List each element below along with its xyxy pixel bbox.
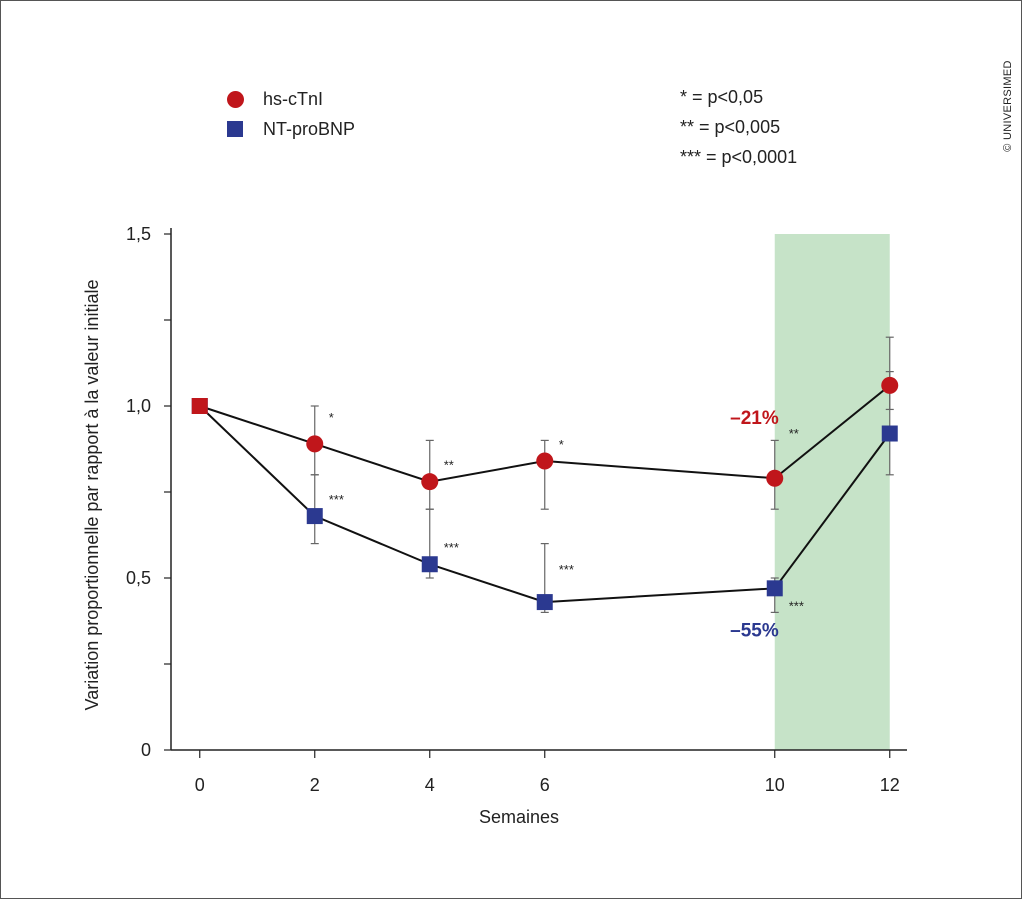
legend: hs-cTnI NT-proBNP [225,84,355,144]
x-tick-label: 12 [880,775,900,795]
shaded-region [774,234,890,750]
x-tick-label: 2 [310,775,320,795]
data-point-hs-ctni [306,435,324,453]
circle-marker-icon [226,90,244,108]
legend-item-hs-ctni: hs-cTnI [225,84,355,114]
significance-star: ** [789,426,799,441]
x-axis-label: Semaines [479,807,559,827]
data-point-hs-ctni [536,452,554,470]
percent-change-label: –55% [730,620,779,641]
data-point-nt-probnp [536,594,553,611]
y-tick-label: 1,0 [126,396,151,416]
significance-entry: *** = p<0,0001 [680,147,798,167]
x-tick-label: 10 [765,775,785,795]
data-point-nt-probnp [306,508,323,525]
x-tick-label: 4 [425,775,435,795]
significance-star: * [559,437,564,452]
data-point-nt-probnp [766,580,783,597]
y-tick-label: 0,5 [126,568,151,588]
significance-star: *** [329,492,344,507]
x-tick-label: 6 [540,775,550,795]
legend-item-nt-probnp: NT-proBNP [225,114,355,144]
significance-key: * = p<0,05 ** = p<0,005 *** = p<0,0001 [680,84,797,174]
significance-star: *** [559,562,574,577]
data-point-hs-ctni [421,473,439,491]
legend-label: NT-proBNP [263,118,356,139]
significance-star: *** [789,598,804,613]
significance-star: *** [444,540,459,555]
data-point-nt-probnp [421,556,438,573]
square-marker-icon [227,121,243,137]
series-line-nt-probnp [199,405,891,604]
percent-change-label: –21% [730,408,779,429]
series-line-hs-ctni [199,384,891,483]
y-tick-label: 1,5 [126,224,151,244]
x-tick-label: 0 [195,775,205,795]
data-point-hs-ctni [766,469,784,487]
data-point-hs-ctni [881,376,899,394]
significance-star: * [329,410,334,425]
y-tick-label: 0 [141,740,151,760]
legend-label: hs-cTnI [263,88,324,109]
significance-entry: * = p<0,05 [680,87,764,107]
significance-star: ** [444,458,454,473]
significance-entry: ** = p<0,005 [680,117,781,137]
data-point-baseline [191,398,208,414]
data-point-nt-probnp [881,425,898,442]
y-axis-label: Variation proportionnelle par rapport à … [82,280,102,711]
